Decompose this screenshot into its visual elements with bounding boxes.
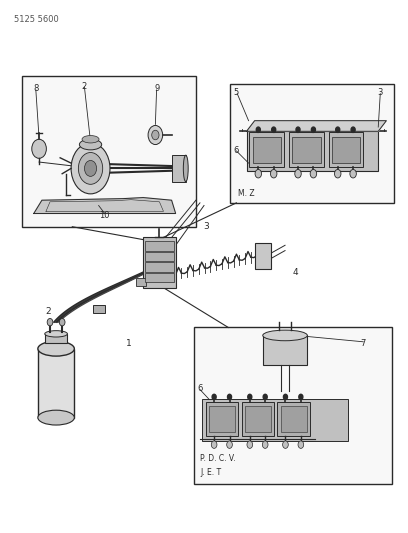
Bar (145, 273, 174, 282)
Text: 9: 9 (155, 84, 160, 93)
Ellipse shape (82, 135, 99, 143)
Bar (145, 262, 174, 272)
Ellipse shape (45, 330, 67, 337)
Text: 3: 3 (203, 222, 209, 231)
Bar (38, 349, 74, 418)
Text: 1: 1 (126, 339, 132, 348)
Circle shape (212, 394, 216, 400)
Circle shape (263, 394, 267, 400)
Circle shape (299, 394, 303, 400)
Ellipse shape (38, 410, 74, 425)
Bar (209, 406, 235, 432)
Ellipse shape (183, 155, 188, 182)
Bar (329, 132, 363, 167)
Circle shape (84, 160, 97, 176)
Bar (145, 241, 174, 251)
Text: 5: 5 (234, 88, 239, 97)
Circle shape (350, 169, 356, 178)
Bar (245, 406, 271, 432)
Bar (172, 155, 186, 182)
Text: P. D. C. V.: P. D. C. V. (200, 454, 235, 463)
Bar (194, 327, 392, 484)
Text: 6: 6 (233, 147, 238, 156)
Circle shape (336, 127, 340, 132)
Circle shape (71, 143, 110, 194)
Ellipse shape (80, 139, 102, 150)
Bar (202, 399, 348, 441)
Bar (93, 305, 105, 313)
Bar (231, 84, 395, 203)
Circle shape (284, 394, 288, 400)
Circle shape (296, 127, 300, 132)
Circle shape (335, 169, 341, 178)
Text: 10: 10 (100, 211, 110, 220)
Circle shape (295, 169, 301, 178)
Bar (206, 402, 238, 436)
Circle shape (211, 441, 217, 448)
Text: J. E. T: J. E. T (200, 468, 221, 477)
Circle shape (152, 130, 159, 140)
Bar (281, 406, 306, 432)
Circle shape (310, 169, 317, 178)
Text: M. Z: M. Z (238, 189, 255, 198)
Text: 5125 5600: 5125 5600 (13, 14, 58, 23)
Bar (246, 131, 378, 171)
Circle shape (47, 318, 53, 326)
Circle shape (311, 127, 315, 132)
Bar (145, 252, 174, 261)
Text: 3: 3 (377, 88, 383, 97)
Circle shape (248, 394, 252, 400)
Circle shape (351, 127, 355, 132)
Bar (136, 278, 146, 286)
Text: 2: 2 (45, 307, 51, 316)
Circle shape (255, 169, 262, 178)
Circle shape (283, 441, 288, 448)
Text: 6: 6 (197, 384, 203, 393)
Bar (332, 136, 360, 163)
Circle shape (262, 441, 268, 448)
Ellipse shape (38, 341, 74, 356)
Circle shape (256, 127, 260, 132)
Bar (277, 402, 310, 436)
Circle shape (32, 139, 47, 158)
Bar (289, 132, 324, 167)
Bar (22, 76, 196, 227)
Bar (45, 334, 67, 343)
Circle shape (148, 125, 163, 144)
Circle shape (59, 318, 65, 326)
Circle shape (247, 441, 253, 448)
Circle shape (227, 441, 233, 448)
Text: 7: 7 (361, 339, 366, 348)
Text: 8: 8 (33, 84, 38, 93)
Bar (242, 402, 274, 436)
Bar (293, 136, 321, 163)
Bar (249, 132, 284, 167)
Bar (143, 237, 175, 288)
Polygon shape (246, 120, 386, 131)
Circle shape (272, 127, 276, 132)
Polygon shape (34, 198, 175, 214)
Circle shape (298, 441, 304, 448)
Ellipse shape (263, 330, 307, 341)
Circle shape (228, 394, 232, 400)
Text: 2: 2 (82, 82, 87, 91)
Bar (255, 243, 271, 269)
Bar (253, 136, 281, 163)
Circle shape (271, 169, 277, 178)
Circle shape (78, 152, 103, 184)
Text: 4: 4 (293, 268, 298, 277)
Bar (263, 335, 307, 365)
